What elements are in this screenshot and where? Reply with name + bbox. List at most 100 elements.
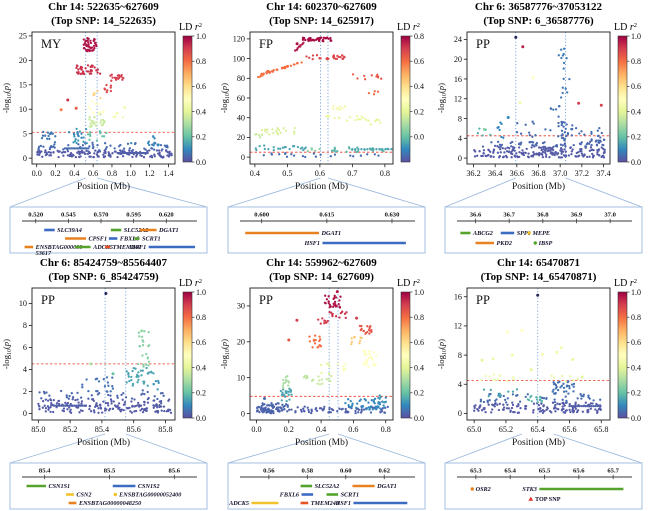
gene-items: OSR2 STK3 TOP SNP bbox=[470, 486, 624, 503]
gene-items: CSN1S1 CSN1S2 CSN2 ENSBTAG00000052400ENSBTA… bbox=[26, 483, 181, 507]
svg-text:0.4: 0.4 bbox=[414, 82, 424, 91]
svg-text:1.2: 1.2 bbox=[144, 169, 154, 178]
svg-text:4: 4 bbox=[458, 134, 462, 143]
axis-labels: Position (Mb) -log10(p) bbox=[219, 83, 348, 192]
svg-text:16: 16 bbox=[454, 75, 462, 84]
svg-text:0.6: 0.6 bbox=[196, 82, 206, 91]
svg-text:0.58: 0.58 bbox=[302, 468, 314, 475]
svg-text:0.6: 0.6 bbox=[414, 57, 424, 66]
gene-track-box: 0.520 0.545 0.570 0.595 0.620 SLC39A4 SLC52A2 D… bbox=[9, 206, 208, 255]
svg-text:1.0: 1.0 bbox=[196, 288, 206, 297]
connector-lines bbox=[9, 433, 208, 464]
svg-text:10: 10 bbox=[19, 105, 27, 114]
svg-text:25: 25 bbox=[19, 32, 27, 41]
gene-label: HSF1 bbox=[334, 500, 350, 507]
svg-text:1.0: 1.0 bbox=[631, 288, 641, 297]
svg-text:0.2: 0.2 bbox=[50, 169, 60, 178]
locus-panel-fp-chr14: Chr 14: 602370~627609 (Top SNP: 14_625917… bbox=[218, 0, 435, 255]
scatter-points bbox=[254, 36, 393, 159]
scatter-points bbox=[37, 292, 173, 414]
gene-marker-dot bbox=[470, 487, 474, 491]
svg-text:0.8: 0.8 bbox=[381, 425, 391, 434]
svg-text:0.8: 0.8 bbox=[631, 57, 641, 66]
colorbar-label: LD r2 bbox=[179, 22, 202, 33]
svg-text:65.4: 65.4 bbox=[504, 468, 516, 475]
gene-label: ENSBTAG00000048250 bbox=[78, 500, 141, 507]
svg-text:4: 4 bbox=[23, 365, 27, 374]
y-axis-ticks: 0 4 8 12 16 20 24 bbox=[454, 35, 467, 163]
svg-text:0.615: 0.615 bbox=[319, 212, 335, 219]
svg-text:1.4: 1.4 bbox=[163, 169, 173, 178]
svg-text:5: 5 bbox=[23, 129, 27, 138]
svg-text:10: 10 bbox=[237, 373, 245, 382]
region-vlines bbox=[85, 32, 98, 164]
colorbar-label: LD r2 bbox=[397, 278, 420, 289]
gene-label: MEPE bbox=[532, 230, 551, 237]
colorbar-label: LD r2 bbox=[614, 278, 637, 289]
svg-text:8: 8 bbox=[458, 351, 462, 360]
svg-text:0.4: 0.4 bbox=[631, 363, 641, 372]
svg-text:0.4: 0.4 bbox=[316, 425, 326, 434]
svg-text:20: 20 bbox=[454, 55, 462, 64]
connector-lines bbox=[444, 177, 643, 208]
svg-text:65.6: 65.6 bbox=[573, 468, 585, 475]
svg-text:65.8: 65.8 bbox=[594, 425, 608, 434]
gene-label: DGAT1 bbox=[376, 483, 397, 490]
plot-axes: 0.0 0.2 0.4 0.6 0.8 0 10 20 30 bbox=[237, 287, 394, 434]
axis-labels: Position (Mb) -log10(p) bbox=[436, 83, 565, 192]
gene-label: TMEM249 bbox=[311, 500, 339, 507]
gene-track-box: 65.3 65.4 65.5 65.6 65.7 OSR2 STK3 TOP SNP bbox=[444, 462, 643, 510]
svg-text:0.6: 0.6 bbox=[631, 338, 641, 347]
svg-text:0.4: 0.4 bbox=[414, 363, 424, 372]
svg-text:0.62: 0.62 bbox=[378, 468, 390, 475]
svg-text:0.0: 0.0 bbox=[414, 414, 424, 423]
y-axis-ticks: 0 5 10 15 20 25 bbox=[19, 32, 32, 163]
gene-label: SLC39A4 bbox=[57, 227, 82, 234]
svg-text:36.2: 36.2 bbox=[466, 169, 480, 178]
svg-text:12: 12 bbox=[454, 322, 462, 331]
gene-marker-dot bbox=[113, 492, 118, 497]
svg-text:0.0: 0.0 bbox=[196, 158, 206, 167]
colorbar-ticks: 1.0 0.8 0.6 0.4 0.2 0.0 bbox=[627, 288, 641, 423]
trait-label: MY bbox=[41, 37, 61, 51]
trait-label: FP bbox=[259, 37, 273, 51]
svg-text:65.7: 65.7 bbox=[607, 468, 619, 475]
svg-text:0.2: 0.2 bbox=[284, 425, 294, 434]
svg-text:36.6: 36.6 bbox=[470, 212, 482, 219]
svg-text:65.6: 65.6 bbox=[562, 425, 576, 434]
gene-label: SCRT1 bbox=[341, 492, 360, 499]
gene-track-box: 36.6 36.7 36.8 36.9 37.0 ABCG2 SPP1 MEPE PKD2 IBS… bbox=[444, 206, 643, 254]
axis-labels: Position (Mb) -log10(p) bbox=[1, 83, 130, 192]
svg-text:0.8: 0.8 bbox=[107, 169, 117, 178]
locus-plot-svg: 65.0 65.2 65.4 65.6 65.8 0 4 8 12 16 Position (Mb)… bbox=[436, 278, 643, 510]
gene-label: CSN1S1 bbox=[48, 483, 70, 490]
svg-text:40: 40 bbox=[237, 114, 245, 123]
svg-text:37.2: 37.2 bbox=[575, 169, 589, 178]
svg-text:37.0: 37.0 bbox=[553, 169, 567, 178]
svg-text:36.9: 36.9 bbox=[571, 212, 583, 219]
svg-text:20: 20 bbox=[19, 56, 27, 65]
svg-text:65.4: 65.4 bbox=[531, 425, 545, 434]
svg-text:1.0: 1.0 bbox=[414, 288, 424, 297]
gene-label: HSF1 bbox=[304, 240, 320, 247]
svg-text:85.5: 85.5 bbox=[104, 468, 116, 475]
colorbar: LD r21.0 0.8 0.6 0.4 0.2 0.0 bbox=[179, 278, 206, 423]
svg-text:85.4: 85.4 bbox=[95, 425, 109, 434]
x-axis-ticks: 85.0 85.2 85.4 85.6 85.8 bbox=[31, 420, 173, 434]
svg-text:60: 60 bbox=[237, 94, 245, 103]
svg-text:0.6: 0.6 bbox=[196, 338, 206, 347]
svg-text:0.6: 0.6 bbox=[315, 169, 325, 178]
svg-text:85.2: 85.2 bbox=[63, 425, 77, 434]
svg-text:-log10(p): -log10(p) bbox=[219, 83, 231, 113]
svg-text:36.6: 36.6 bbox=[510, 169, 524, 178]
gene-ruler: 0.56 0.58 0.60 0.62 bbox=[240, 468, 415, 480]
x-axis-ticks: 36.2 36.4 36.6 36.8 37.0 37.2 37.4 bbox=[466, 164, 611, 178]
svg-text:0.2: 0.2 bbox=[414, 107, 424, 116]
gene-ruler: 36.6 36.7 36.8 36.9 37.0 bbox=[457, 212, 632, 224]
svg-text:0.8: 0.8 bbox=[380, 169, 390, 178]
svg-text:0.0: 0.0 bbox=[196, 414, 206, 423]
gene-ruler: 0.600 0.615 0.630 bbox=[240, 212, 415, 224]
svg-text:36.8: 36.8 bbox=[537, 212, 549, 219]
